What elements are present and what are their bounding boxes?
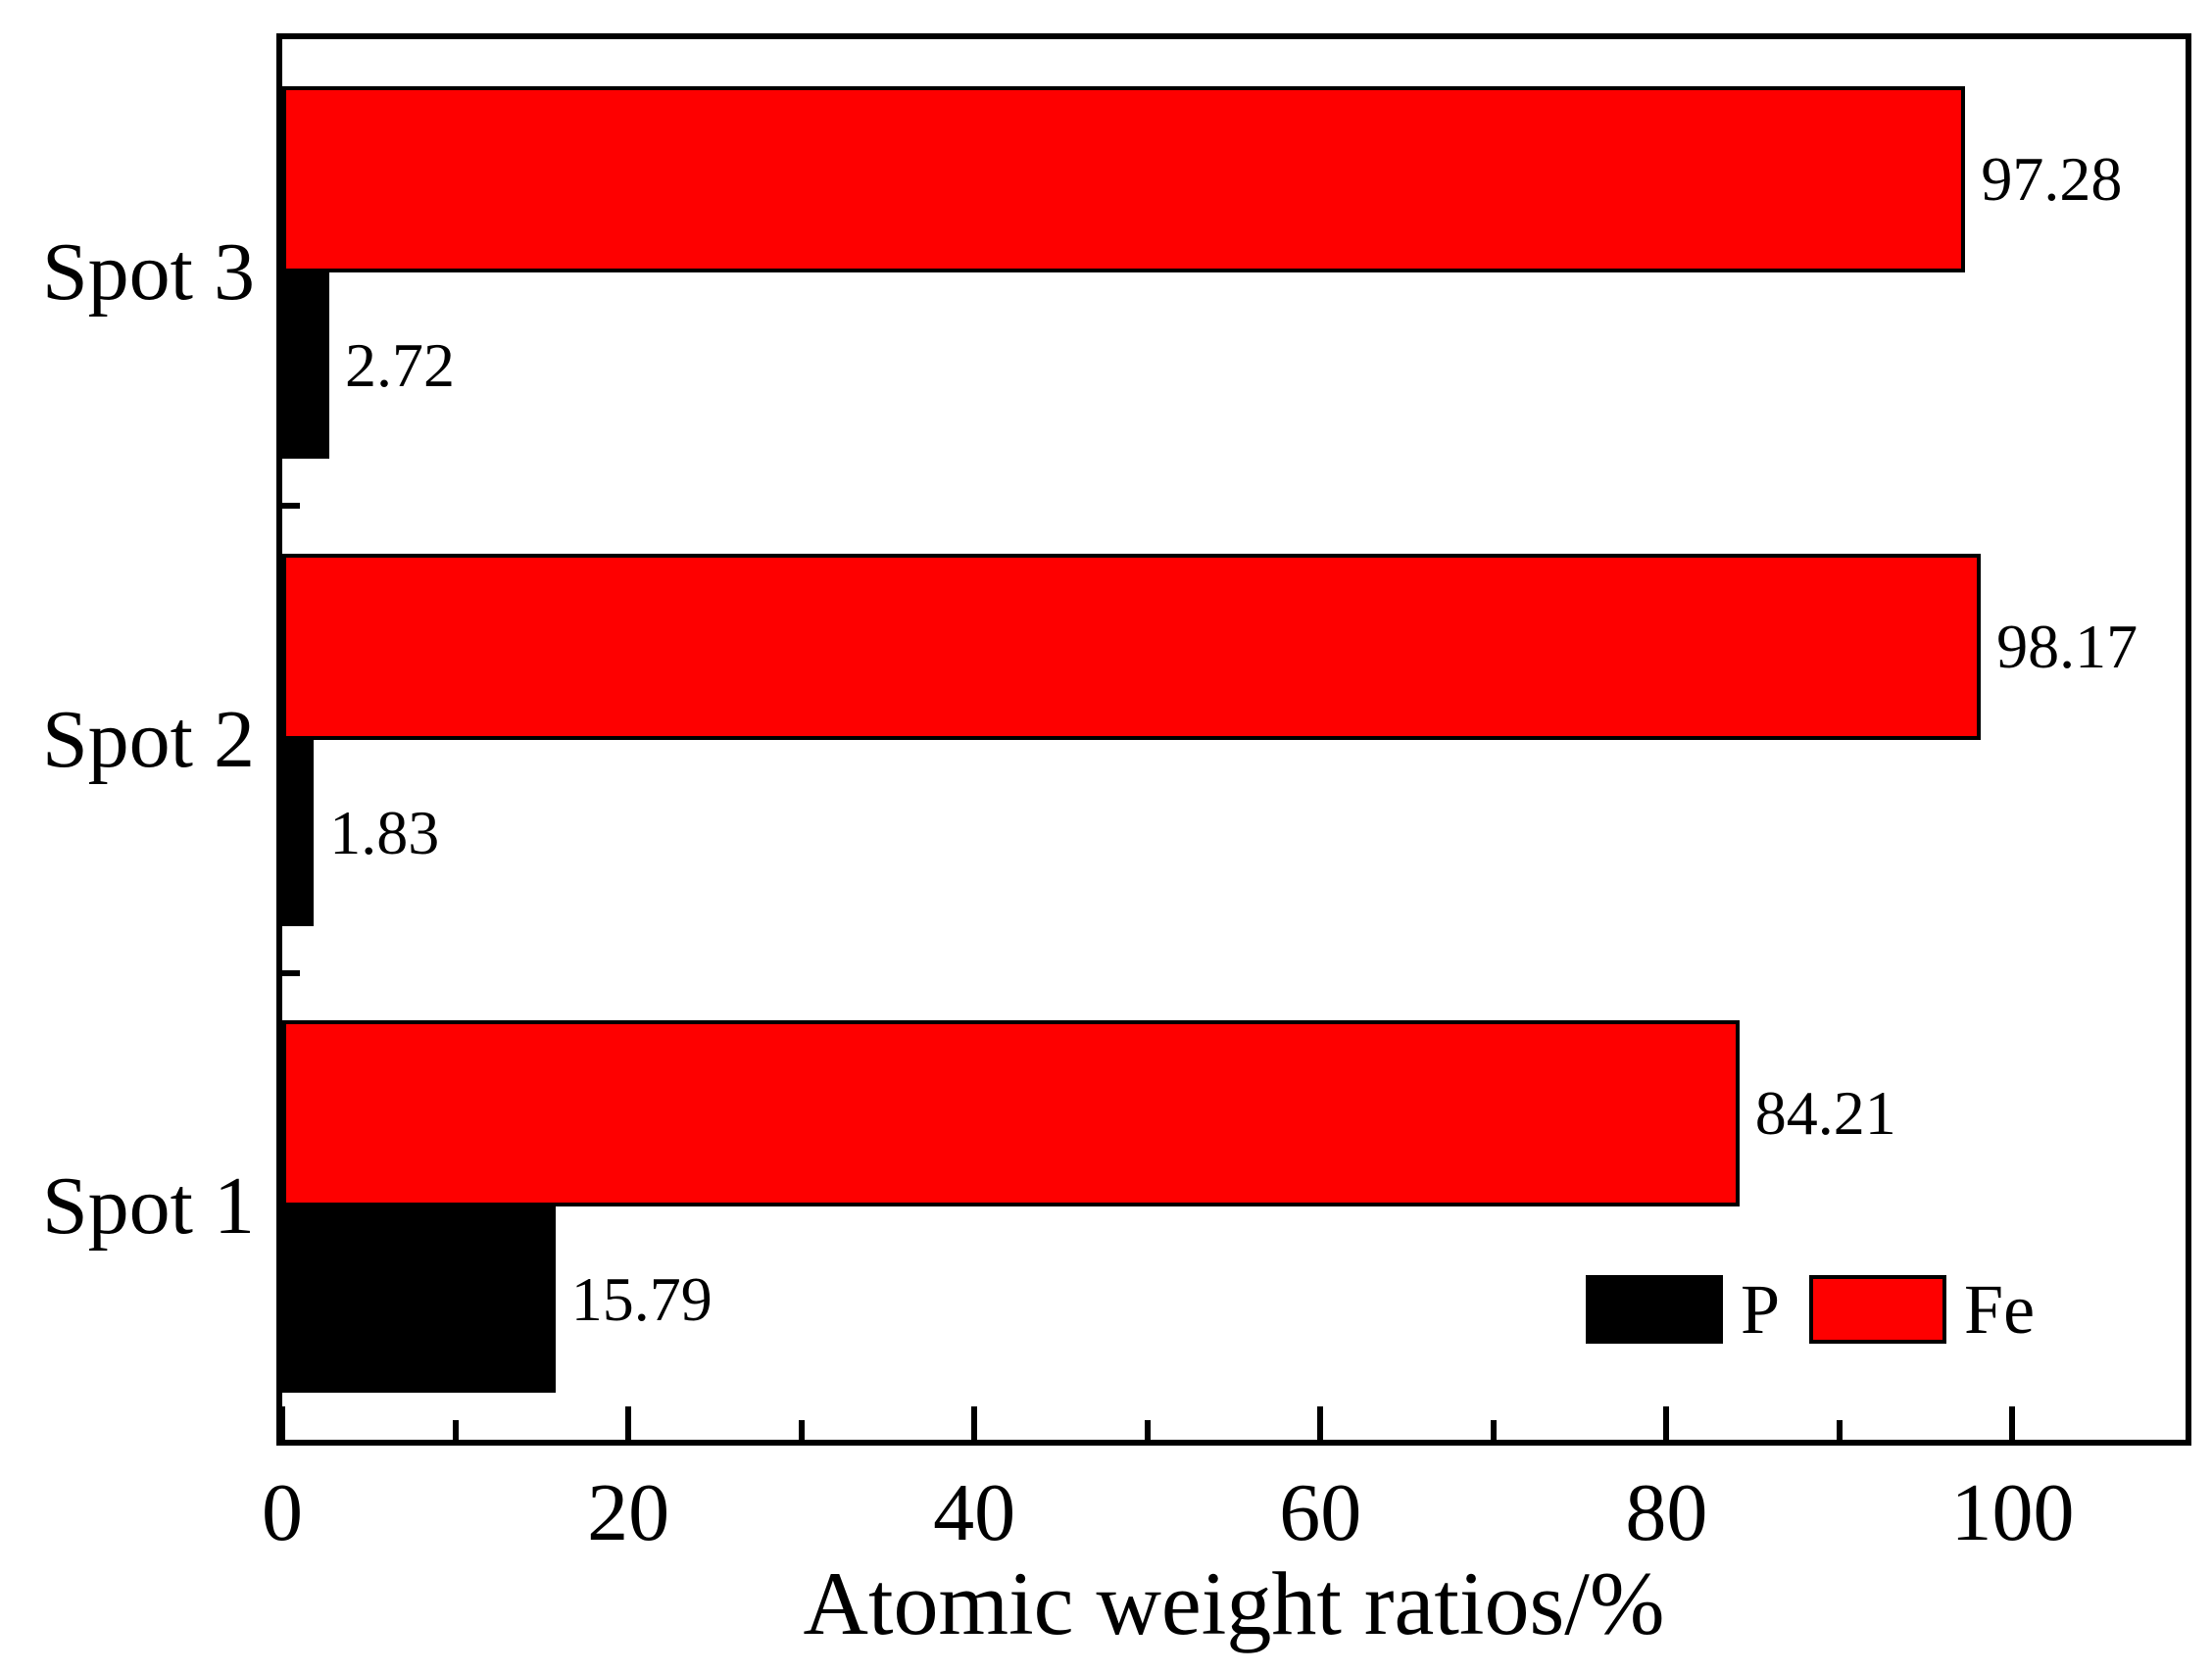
bar-value-label: 98.17 [1996, 611, 2138, 681]
bar-value-label: 15.79 [570, 1263, 713, 1334]
legend: P Fe [1586, 1274, 2064, 1345]
legend-swatch-p [1586, 1275, 1723, 1344]
bar-fe [282, 86, 1966, 273]
x-axis-major-tick [625, 1406, 632, 1440]
bar-fe [282, 1019, 1740, 1206]
x-axis-tick-label: 80 [1625, 1467, 1708, 1558]
x-axis-major-tick [279, 1406, 285, 1440]
legend-label-p: P [1741, 1270, 1781, 1349]
bar-p [282, 272, 330, 460]
legend-swatch-fe [1809, 1275, 1947, 1344]
x-axis-minor-tick [1144, 1420, 1151, 1440]
x-axis-tick-label: 0 [262, 1467, 303, 1558]
x-axis-tick-label: 40 [933, 1467, 1016, 1558]
category-label: Spot 2 [41, 693, 255, 785]
x-axis-tick-label: 100 [1950, 1467, 2075, 1558]
bar-fe [282, 553, 1982, 740]
x-axis-minor-tick [798, 1420, 805, 1440]
category-label: Spot 3 [41, 226, 255, 319]
y-axis-tick [282, 503, 300, 510]
x-axis-title: Atomic weight ratios/% [803, 1553, 1665, 1653]
plot-area: 15.79 84.21 1.83 98.17 2.72 97.28 P Fe [276, 33, 2191, 1446]
bar-value-label: 84.21 [1754, 1077, 1896, 1148]
bar-p [282, 1206, 556, 1393]
x-axis-major-tick [1317, 1406, 1324, 1440]
bar-p [282, 739, 315, 926]
legend-label-fe: Fe [1964, 1270, 2036, 1349]
x-axis-minor-tick [1490, 1420, 1497, 1440]
bar-value-label: 2.72 [345, 330, 456, 401]
x-axis-major-tick [2009, 1406, 2016, 1440]
bar-value-label: 1.83 [329, 797, 440, 867]
bar-value-label: 97.28 [1981, 144, 2123, 215]
x-axis-minor-tick [452, 1420, 459, 1440]
category-label: Spot 1 [41, 1159, 255, 1252]
x-axis-tick-label: 20 [587, 1467, 670, 1558]
x-axis-major-tick [1663, 1406, 1670, 1440]
x-axis-tick-label: 60 [1279, 1467, 1362, 1558]
x-axis-major-tick [971, 1406, 978, 1440]
y-axis-tick [282, 969, 300, 976]
x-axis-minor-tick [1836, 1420, 1843, 1440]
